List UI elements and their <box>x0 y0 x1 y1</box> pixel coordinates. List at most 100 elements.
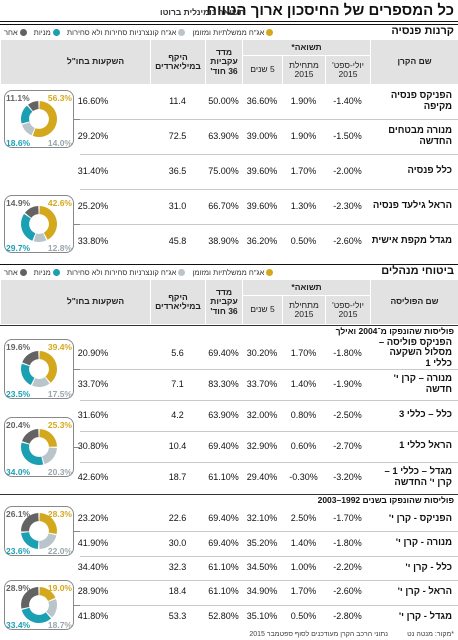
row-name: מגדל - קרן י' <box>398 610 452 622</box>
row-value: 11.4 <box>169 95 186 106</box>
donut: 39.4% 17.5% 23.5% 19.6% <box>6 342 72 399</box>
row-line <box>80 462 458 463</box>
row-value: 1.70% <box>290 586 317 597</box>
legend-item: אג"ח קונצרניות סחירות ולא סחירות <box>67 268 186 277</box>
row-line <box>80 580 458 582</box>
legend-label: אג"ח קונצרניות סחירות ולא סחירות <box>66 27 177 37</box>
donut-box <box>4 506 74 557</box>
row-value: 42.60% <box>77 471 109 482</box>
row-value: -3.20% <box>333 471 362 482</box>
row-value: 75.00% <box>208 165 239 176</box>
row-value: 16.60% <box>77 95 109 106</box>
row-name: הפניקס פנסיה מקיפה <box>390 90 452 112</box>
row-value: 39.60% <box>246 165 278 176</box>
row-value: 31.0 <box>168 200 187 211</box>
donut-segment <box>21 428 39 444</box>
legend-swatch <box>266 269 274 277</box>
row-value: 30.80% <box>77 440 109 451</box>
row-value: 36.60% <box>246 95 278 106</box>
donut-segment <box>20 213 36 241</box>
legend-item: מניות <box>34 28 60 37</box>
donut: 25.3% 20.3% 34.0% 20.4% <box>6 420 72 477</box>
legend-label: אג"ח ממשלתיות ומזומן <box>192 267 265 277</box>
donut-segment <box>39 351 58 383</box>
row-value: 2.50% <box>290 513 317 524</box>
header-cell: היקף במיליארדים <box>150 280 205 324</box>
row-value: 52.80% <box>208 610 239 621</box>
row-value: 0.80% <box>290 409 317 420</box>
donut-segment <box>42 447 57 464</box>
row-value: -1.90% <box>333 378 362 389</box>
subtitle: תשואה נומינלית ברוטו <box>160 7 245 17</box>
row-value: 10.4 <box>168 440 187 451</box>
row-line <box>80 119 458 120</box>
donut-segment <box>39 513 57 535</box>
row-value: 61.10% <box>208 586 239 597</box>
row-value: 50.00% <box>208 95 239 106</box>
legend-swatch <box>178 269 186 277</box>
donut: 19.0% 18.7% 33.4% 28.9% <box>6 583 73 630</box>
row-value: -2.60% <box>333 586 362 597</box>
donut-segment <box>21 363 35 386</box>
row-value: 36.5 <box>168 165 187 176</box>
donut-label: 12.8% <box>48 243 73 253</box>
header-cell: שם הקרן <box>370 40 458 84</box>
donut-label: 56.3% <box>48 93 73 103</box>
row-value: -1.80% <box>333 537 362 548</box>
legend-swatch <box>52 269 60 277</box>
header-cell: יולי-ספט' 2015 <box>325 56 370 84</box>
row-value: 20.90% <box>77 347 109 358</box>
donut-segment <box>33 233 47 242</box>
row-value: -1.70% <box>333 513 362 524</box>
donut-label: 29.7% <box>6 243 31 253</box>
group-title: פוליסות שהונפקו בשנים 1992–2003 <box>317 495 454 505</box>
row-value: 22.6 <box>168 513 187 524</box>
row-value: 72.5 <box>168 130 187 141</box>
donut-box <box>4 195 74 253</box>
row-name: כלל – כללי 3 <box>398 409 452 421</box>
donut-label: 19.0% <box>48 583 73 593</box>
donut-label: 11.1% <box>6 93 30 103</box>
donut-label: 26.1% <box>6 509 31 519</box>
callout-line <box>74 224 80 225</box>
legend: אג"ח ממשלתיות ומזומן אג"ח קונצרניות סחירו… <box>4 265 348 279</box>
row-name: הפניקס פוליסה – מסלול השקעה כללי 1 <box>378 336 452 369</box>
footer-note: נתוני הרכב הקרן מעודכנים לסוף ספטמבר 201… <box>249 631 388 638</box>
row-name: הראל גילעד פנסיה <box>372 200 452 212</box>
row-line <box>80 604 458 606</box>
row-value: 18.7 <box>168 471 187 482</box>
row-value: 29.40% <box>246 471 278 482</box>
donut-label: 34.0% <box>6 467 31 477</box>
header-cell: השקעות בחו"ל <box>0 280 150 324</box>
header-cell: יולי-ספט' 2015 <box>325 296 370 324</box>
legend-swatch <box>178 29 186 37</box>
donut-box <box>4 90 74 148</box>
row-value: 34.40% <box>77 562 109 573</box>
legend-item: אג"ח ממשלתיות ומזומן <box>192 267 274 277</box>
donut-label: 33.4% <box>6 620 31 630</box>
row-line <box>80 555 458 557</box>
row-value: 45.8 <box>168 235 187 246</box>
donut-label: 14.0% <box>48 138 73 148</box>
legend-label: מניות <box>33 267 51 277</box>
legend-label: אג"ח קונצרניות סחירות ולא סחירות <box>66 267 177 277</box>
row-value: 7.1 <box>171 378 184 389</box>
row-value: 1.70% <box>290 165 317 176</box>
callout-line <box>74 604 80 606</box>
row-name: הראל - קרן י' <box>397 586 452 598</box>
legend-label: אג"ח ממשלתיות ומזומן <box>192 27 265 37</box>
header-cell: 5 שנים <box>242 56 282 84</box>
legend-swatch <box>52 29 60 37</box>
donut-label: 23.6% <box>6 546 31 556</box>
donut-label: 28.3% <box>48 509 73 519</box>
row-value: -2.50% <box>333 409 362 420</box>
row-value: 4.2 <box>171 409 184 420</box>
donut-segment <box>21 105 33 124</box>
row-value: 1.90% <box>290 130 317 141</box>
header-cell: 5 שנים <box>242 296 282 324</box>
header-cell: מתחילת 2015 <box>282 56 325 84</box>
row-value: -2.70% <box>333 440 362 451</box>
donut-box <box>4 339 74 399</box>
donut-segment <box>21 442 44 465</box>
